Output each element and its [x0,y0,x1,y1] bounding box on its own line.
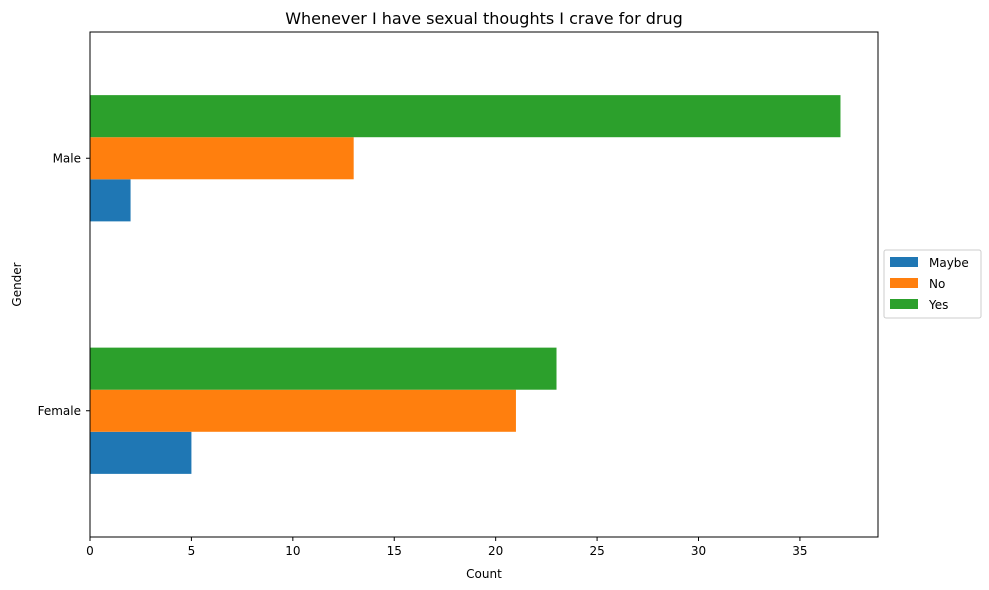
x-tick-label: 5 [188,544,196,558]
x-tick-label: 15 [387,544,402,558]
x-tick-label: 25 [589,544,604,558]
legend-label-no: No [929,277,945,291]
x-tick-label: 35 [792,544,807,558]
legend-swatch-yes [890,299,918,309]
x-tick-label: 0 [86,544,94,558]
y-axis-label: Gender [10,262,24,306]
plot-frame [89,31,879,538]
bar-male-maybe [90,179,131,222]
legend: Maybe No Yes [883,249,982,319]
y-tick-label-female: Female [38,404,81,418]
x-axis-ticks: 0 5 10 15 20 25 30 35 [86,537,808,558]
bar-male-yes [90,95,841,138]
bar-female-maybe [90,431,192,474]
legend-swatch-no [890,278,918,288]
legend-swatch-maybe [890,257,918,267]
bar-female-no [90,389,516,432]
x-tick-label: 30 [691,544,706,558]
legend-label-yes: Yes [928,298,948,312]
legend-label-maybe: Maybe [929,256,969,270]
bars-group [90,95,841,474]
x-tick-label: 10 [285,544,300,558]
bar-female-yes [90,347,557,390]
x-tick-label: 20 [488,544,503,558]
y-axis-ticks: Female Male [38,151,90,418]
bar-male-no [90,137,354,180]
x-axis-label: Count [466,567,502,581]
y-tick-label-male: Male [53,151,81,165]
chart-title: Whenever I have sexual thoughts I crave … [285,9,683,28]
